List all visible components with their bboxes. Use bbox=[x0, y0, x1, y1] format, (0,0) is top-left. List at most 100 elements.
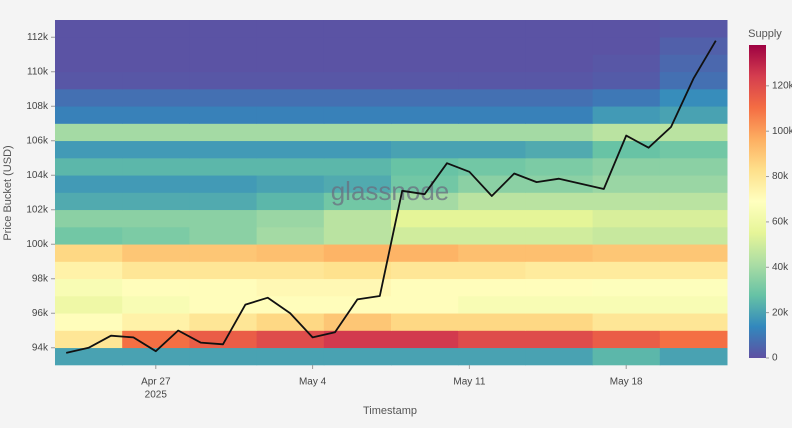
heatmap-cell bbox=[256, 227, 325, 245]
heatmap-cell bbox=[189, 244, 258, 262]
heatmap-cell bbox=[525, 158, 594, 176]
heatmap-cell bbox=[122, 296, 190, 314]
heatmap-cell bbox=[659, 175, 728, 193]
heatmap-cell bbox=[391, 209, 459, 228]
colorbar-tick-label: 20k bbox=[772, 307, 789, 318]
heatmap-cell bbox=[189, 89, 258, 107]
heatmap-cell bbox=[55, 192, 123, 211]
colorbar-tick-label: 40k bbox=[772, 262, 789, 273]
heatmap-cell bbox=[659, 158, 728, 176]
heatmap-cell bbox=[323, 37, 392, 55]
heatmap-cell bbox=[122, 158, 190, 176]
heatmap-cell bbox=[256, 71, 325, 90]
heatmap-cell bbox=[458, 278, 526, 297]
heatmap-cell bbox=[55, 37, 123, 55]
heatmap-cell bbox=[122, 261, 190, 280]
heatmap-cell bbox=[55, 347, 123, 366]
heatmap-cell bbox=[458, 106, 526, 124]
colorbar-tick-label: 60k bbox=[772, 217, 789, 228]
heatmap-cell bbox=[256, 209, 325, 228]
heatmap-cell bbox=[323, 296, 392, 314]
heatmap-cell bbox=[189, 175, 258, 193]
heatmap-cell bbox=[525, 330, 594, 349]
heatmap-cell bbox=[458, 209, 526, 228]
heatmap-cell bbox=[55, 71, 123, 90]
heatmap-cell bbox=[592, 20, 661, 38]
heatmap-cell bbox=[189, 140, 258, 159]
heatmap-cell bbox=[122, 244, 190, 262]
heatmap-cell bbox=[525, 123, 594, 142]
heatmap-cell bbox=[592, 227, 661, 245]
heatmap-cell bbox=[323, 175, 392, 193]
heatmap-cell bbox=[323, 261, 392, 280]
heatmap-cell bbox=[391, 106, 459, 124]
heatmap-cell bbox=[659, 347, 728, 366]
heatmap-cell bbox=[256, 158, 325, 176]
heatmap-cell bbox=[189, 313, 258, 331]
heatmap-cell bbox=[323, 89, 392, 107]
heatmap-cell bbox=[659, 313, 728, 331]
heatmap-cell bbox=[525, 192, 594, 211]
heatmap-cell bbox=[525, 261, 594, 280]
heatmap-cell bbox=[659, 261, 728, 280]
heatmap-cell bbox=[592, 347, 661, 366]
heatmap-cell bbox=[55, 54, 123, 73]
heatmap-cell bbox=[122, 20, 190, 38]
heatmap-cell bbox=[122, 278, 190, 297]
y-tick-label: 106k bbox=[26, 135, 49, 146]
heatmap-cell bbox=[458, 71, 526, 90]
heatmap-cell bbox=[256, 54, 325, 73]
colorbar-tick-label: 120k bbox=[772, 80, 792, 91]
heatmap-cell bbox=[659, 209, 728, 228]
heatmap-cell bbox=[122, 123, 190, 142]
heatmap-cell bbox=[659, 20, 728, 38]
x-tick-label: May 11 bbox=[453, 377, 485, 388]
heatmap-cell bbox=[391, 192, 459, 211]
x-tick-sublabel: 2025 bbox=[145, 390, 168, 401]
heatmap-cell bbox=[323, 20, 392, 38]
heatmap-cell bbox=[592, 175, 661, 193]
heatmap-cell bbox=[323, 106, 392, 124]
heatmap-cell bbox=[391, 54, 459, 73]
heatmap-cell bbox=[323, 54, 392, 73]
heatmap-cell bbox=[189, 227, 258, 245]
heatmap-cell bbox=[55, 330, 123, 349]
heatmap-cell bbox=[122, 71, 190, 90]
heatmap-cell bbox=[659, 278, 728, 297]
heatmap-cell bbox=[391, 261, 459, 280]
heatmap-cell bbox=[592, 192, 661, 211]
y-tick-label: 112k bbox=[27, 32, 49, 43]
heatmap-cell bbox=[189, 106, 258, 124]
heatmap-cell bbox=[256, 140, 325, 159]
heatmap-cell bbox=[256, 106, 325, 124]
heatmap-cell bbox=[55, 175, 123, 193]
heatmap-cell bbox=[122, 106, 190, 124]
heatmap-cell bbox=[659, 106, 728, 124]
heatmap-cell bbox=[122, 89, 190, 107]
heatmap-cell bbox=[391, 140, 459, 159]
heatmap-cell bbox=[189, 261, 258, 280]
heatmap-cell bbox=[592, 209, 661, 228]
heatmap-cell bbox=[391, 175, 459, 193]
heatmap-cell bbox=[55, 89, 123, 107]
heatmap bbox=[55, 20, 728, 366]
heatmap-cell bbox=[323, 209, 392, 228]
heatmap-cell bbox=[458, 296, 526, 314]
heatmap-cell bbox=[525, 71, 594, 90]
heatmap-cell bbox=[55, 158, 123, 176]
heatmap-cell bbox=[55, 106, 123, 124]
heatmap-cell bbox=[55, 227, 123, 245]
heatmap-cell bbox=[122, 54, 190, 73]
heatmap-cell bbox=[592, 54, 661, 73]
heatmap-cell bbox=[659, 296, 728, 314]
heatmap-cell bbox=[391, 330, 459, 349]
heatmap-cell bbox=[525, 209, 594, 228]
heatmap-cell bbox=[122, 330, 190, 349]
heatmap-cell bbox=[391, 296, 459, 314]
heatmap-cell bbox=[391, 313, 459, 331]
heatmap-cell bbox=[525, 54, 594, 73]
heatmap-cell bbox=[458, 37, 526, 55]
y-tick-label: 100k bbox=[26, 239, 49, 250]
heatmap-cell bbox=[592, 261, 661, 280]
heatmap-cell bbox=[55, 261, 123, 280]
